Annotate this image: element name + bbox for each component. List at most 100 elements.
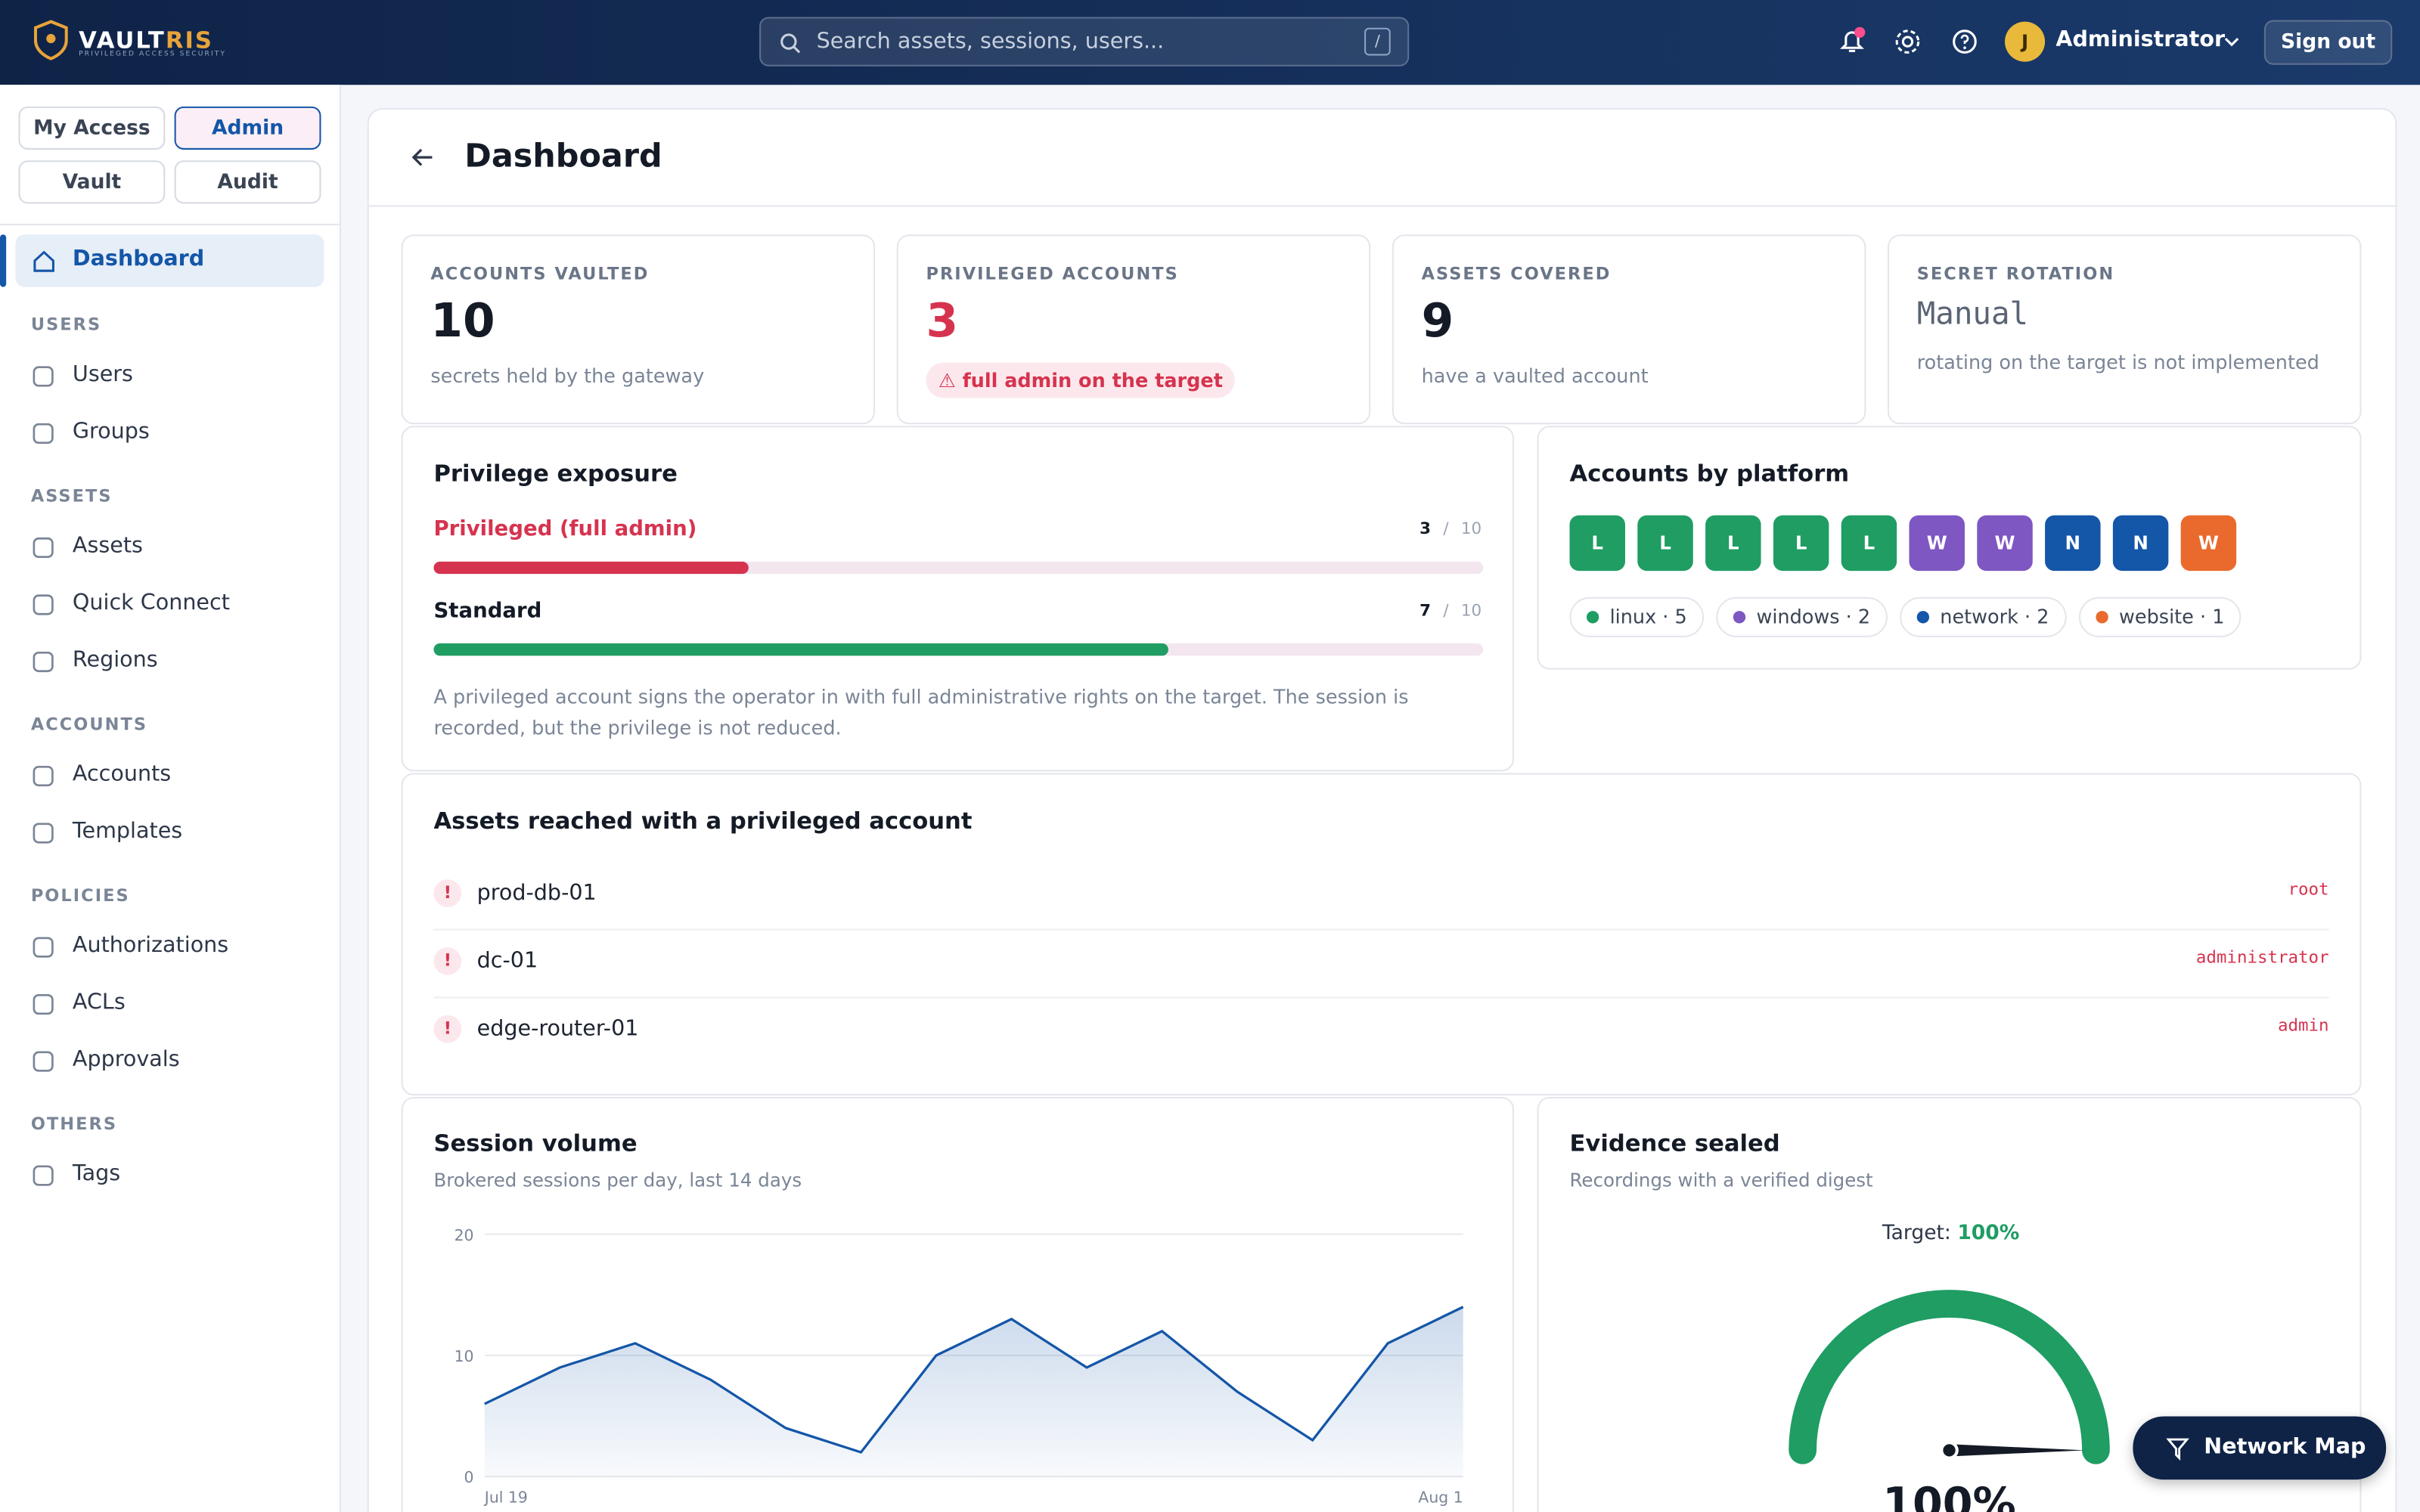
stat-card: ASSETS COVERED 9 have a vaulted account [1392,234,1866,425]
card-title: Accounts by platform [1569,460,1850,488]
platform-tile: L [1773,515,1829,572]
session-volume-card: Session volume Brokered sessions per day… [401,1097,1515,1512]
asset-name[interactable]: edge-router-01 [476,1016,639,1042]
legend-label: website · 1 [2119,604,2225,628]
chart-subtitle: Brokered sessions per day, last 14 days [433,1169,802,1191]
divider [368,205,2396,207]
stat-label: ACCOUNTS VAULTED [430,263,650,284]
platform-tile: W [2180,515,2237,572]
notifications-button[interactable] [1837,26,1868,57]
y-tick-label: 0 [464,1468,474,1486]
search-box[interactable]: Search assets, sessions, users... / [759,17,1410,67]
chart-subtitle: Recordings with a verified digest [1569,1169,1873,1191]
nav-item[interactable]: Regions [72,648,158,673]
sign-out-button[interactable]: Sign out [2263,20,2393,65]
icon-shape [33,651,54,673]
tab[interactable]: Audit [174,160,321,204]
asset-name[interactable]: prod-db-01 [476,881,597,906]
legend-dot [1916,611,1930,624]
separator: / [1443,601,1449,621]
top-bar: VAULTRIS PRIVILEGED ACCESS SECURITY Sear… [0,0,2420,85]
nav-icon [33,1165,54,1186]
network-map-button[interactable]: Network Map [2133,1416,2387,1480]
platform-tile: L [1705,515,1761,572]
nav-icon [33,651,54,673]
privilege-exposure-card: Privilege exposure A privileged account … [401,426,1515,772]
nav-item[interactable]: Quick Connect [72,590,230,616]
icon-shape [33,537,54,559]
row-count: 3 / 10 [1419,520,1481,538]
avatar[interactable]: J [2005,21,2046,62]
note: A privileged account signs the operator … [433,685,1409,739]
network-map-label: Network Map [2204,1434,2366,1460]
page-title: Dashboard [464,137,662,175]
x-tick-label: Jul 19 [483,1489,528,1507]
gauge-value [1789,1290,2110,1464]
platform-tile: W [1909,515,1965,572]
bar [433,643,1168,656]
stat-card: PRIVILEGED ACCOUNTS 3 ⚠ full admin on the … [896,234,1371,425]
asset-name[interactable]: dc-01 [476,949,538,974]
tab[interactable]: Admin [174,106,321,150]
nav-section-title: USERS [30,314,102,335]
legend-chip: network · 2 [1900,596,2066,637]
platform-tile: L [1841,515,1897,572]
bar-track [433,643,1484,656]
nav-section-title: ASSETS [30,485,113,507]
platform-tile: W [1977,515,2033,572]
settings-button[interactable] [1894,28,1922,56]
nav-item[interactable]: Tags [72,1161,121,1187]
account-name: administrator [2195,947,2329,968]
nav-item[interactable]: ACLs [72,990,126,1015]
stat-value: 10 [430,294,495,349]
divider [0,223,340,225]
row-value: 3 [1419,519,1431,539]
icon-shape [33,823,54,844]
nav-item[interactable]: Templates [72,819,183,844]
back-button[interactable] [411,145,436,170]
nav-item[interactable]: Approvals [72,1047,180,1073]
platform-tile: N [2112,515,2169,572]
active-nav-item[interactable]: Dashboard [15,234,324,287]
nav-item[interactable]: Users [72,362,133,388]
nav-item[interactable]: Authorizations [72,933,229,959]
nav-item[interactable]: Assets [72,534,143,559]
user-menu[interactable]: Administrator [2055,27,2226,53]
help-button[interactable] [1953,29,1978,54]
alert-marker: ! [433,879,462,907]
nav-icon [33,823,54,844]
target-label: Target: [1882,1222,1951,1245]
legend-dot [1586,611,1599,624]
stat-label: PRIVILEGED ACCOUNTS [926,263,1179,284]
nav-item[interactable]: Accounts [72,762,172,787]
sidebar: Dashboard My Access Admin Vault Audit USERS U… [0,85,342,1512]
nav-item-label: Dashboard [72,246,205,272]
tab[interactable]: Vault [18,160,166,204]
stat-label: ASSETS COVERED [1421,263,1612,284]
row-count: 7 / 10 [1419,602,1481,620]
area [484,1306,1463,1477]
row-total: 10 [1460,519,1482,539]
user-menu-caret [2224,37,2239,47]
stat-caption: rotating on the target is not implemente… [1916,350,2319,373]
nav-icon [33,423,54,445]
platform-tile: L [1637,515,1693,572]
icon-shape [33,993,54,1015]
alert-marker: ! [433,947,462,975]
gauge-track [1789,1290,2110,1464]
account-name: admin [2277,1015,2329,1036]
nav-item[interactable]: Groups [72,420,150,445]
logo-accent: RIS [165,26,213,54]
logo-icon [33,20,68,60]
tab[interactable]: My Access [18,106,166,150]
legend-chip: windows · 2 [1716,596,1888,637]
search-shortcut: / [1364,27,1391,56]
row-total: 10 [1460,601,1482,621]
legend-chip: website · 1 [2078,596,2242,637]
target-value: 100% [1957,1222,2020,1245]
row-label: Privileged (full admin) [433,516,697,542]
nav-section-title: ACCOUNTS [30,714,148,735]
